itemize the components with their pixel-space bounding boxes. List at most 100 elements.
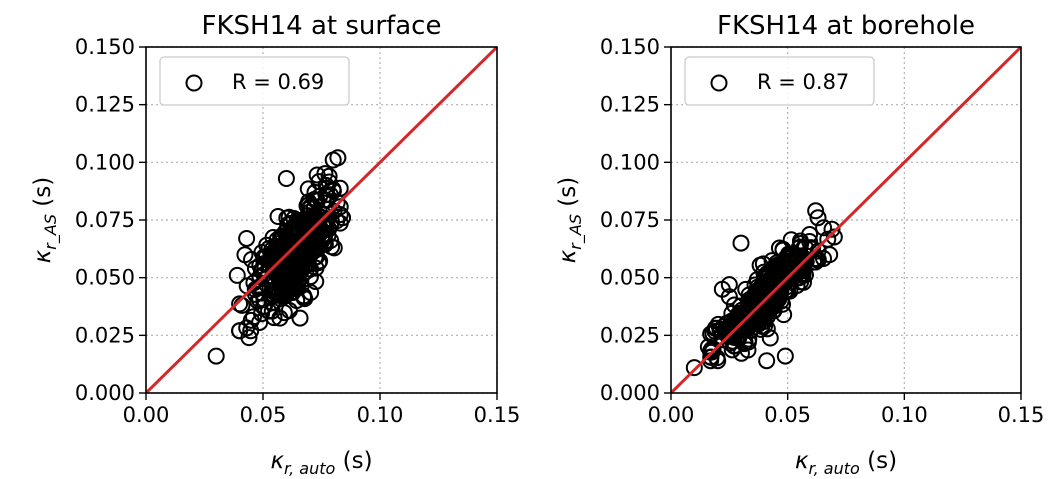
data-point [729, 306, 747, 324]
data-point [708, 349, 726, 367]
data-point [809, 251, 827, 269]
y-axis-label-unit: (s) [30, 177, 56, 214]
one-to-one-line [146, 47, 497, 393]
y-tick-label: 0.000 [600, 381, 660, 405]
data-point [706, 319, 724, 337]
data-point [292, 255, 310, 273]
data-point [733, 312, 751, 330]
y-axis-label: κr_AS (s) [30, 177, 61, 264]
y-tick-label: 0.050 [75, 266, 135, 290]
y-tick-label: 0.050 [600, 266, 660, 290]
y-axis-label-sub: r_AS [566, 214, 586, 250]
y-tick-label: 0.025 [75, 323, 135, 347]
legend-label: R = 0.87 [757, 70, 849, 94]
data-point [231, 295, 249, 313]
chart-title: FKSH14 at surface [202, 11, 442, 41]
chart-title: FKSH14 at borehole [717, 11, 975, 41]
data-point [315, 212, 333, 230]
x-tick-label: 0.10 [357, 403, 404, 427]
legend-label: R = 0.69 [232, 70, 324, 94]
data-point [772, 277, 790, 294]
y-axis-label-base: κ [555, 249, 581, 263]
data-point [732, 234, 750, 252]
data-point [287, 235, 305, 253]
scatter-points [685, 202, 843, 377]
data-point [308, 166, 326, 184]
data-point [720, 276, 738, 294]
data-point [823, 220, 841, 238]
data-point [791, 238, 809, 256]
data-point [321, 186, 339, 204]
data-point [739, 341, 757, 359]
data-point [207, 347, 225, 365]
y-axis-label-unit: (s) [555, 177, 581, 214]
data-point [291, 309, 309, 327]
data-point [238, 229, 256, 247]
data-point [257, 247, 275, 265]
data-point [228, 266, 246, 284]
data-point [245, 308, 263, 326]
data-point [280, 301, 298, 319]
legend-box [684, 56, 875, 106]
legend: R = 0.69 [159, 56, 350, 106]
x-axis-label: κr, auto (s) [270, 448, 372, 478]
data-point [298, 223, 316, 241]
x-axis-label-sub: r, auto [284, 459, 336, 478]
x-tick-label: 0.10 [881, 403, 928, 427]
data-point [331, 206, 349, 224]
data-point [302, 260, 320, 278]
data-point [776, 347, 794, 365]
legend: R = 0.87 [684, 56, 875, 106]
data-point [809, 209, 827, 227]
ticks: 0.00 0.05 0.10 0.15 0.000 0.025 0.050 0.075 0.10… [75, 35, 521, 427]
y-tick-label: 0.150 [600, 35, 660, 59]
data-point [334, 209, 352, 227]
y-axis-label-base: κ [30, 249, 56, 263]
x-axis-label-unit: (s) [860, 448, 897, 474]
x-tick-label: 0.15 [998, 403, 1045, 427]
y-tick-label: 0.025 [600, 323, 660, 347]
x-axis-label-base: κ [270, 448, 284, 474]
x-axis-label-sub: r, auto [809, 459, 861, 478]
data-point [685, 359, 703, 377]
y-tick-label: 0.075 [600, 208, 660, 232]
data-point [790, 269, 808, 287]
y-axis-label-sub: r_AS [41, 214, 61, 250]
x-axis-label-unit: (s) [335, 448, 372, 474]
data-point [260, 302, 278, 320]
data-point [240, 329, 258, 347]
panel-borehole: 0.00 0.05 0.10 0.15 0.000 0.025 0.050 0.075 0.10… [555, 11, 1044, 478]
y-tick-label: 0.100 [600, 150, 660, 174]
data-point [317, 176, 335, 194]
data-point [320, 220, 338, 238]
x-tick-label: 0.15 [474, 403, 521, 427]
y-tick-label: 0.125 [600, 93, 660, 117]
data-point [746, 276, 764, 294]
data-point [331, 198, 349, 216]
data-point [809, 242, 827, 260]
x-tick-label: 0.00 [648, 403, 695, 427]
scatter-points [207, 149, 352, 365]
data-point [758, 352, 776, 370]
data-point [308, 240, 326, 258]
data-point [821, 246, 839, 264]
data-point [775, 306, 793, 324]
data-point [754, 275, 772, 293]
x-axis-label-base: κ [795, 448, 809, 474]
x-axis-label: κr, auto (s) [795, 448, 897, 478]
x-tick-label: 0.05 [764, 403, 811, 427]
data-point [253, 305, 271, 323]
x-tick-label: 0.05 [240, 403, 287, 427]
ticks: 0.00 0.05 0.10 0.15 0.000 0.025 0.050 0.075 0.10… [600, 35, 1045, 427]
data-point [280, 276, 298, 293]
legend-box [159, 56, 350, 106]
data-point [324, 151, 342, 169]
data-point [807, 202, 825, 220]
data-point [277, 169, 295, 187]
data-point [269, 207, 287, 225]
y-tick-label: 0.075 [75, 208, 135, 232]
x-tick-label: 0.00 [123, 403, 170, 427]
data-point [761, 297, 779, 315]
one-to-one-line [671, 47, 1021, 393]
legend-marker [185, 74, 203, 92]
